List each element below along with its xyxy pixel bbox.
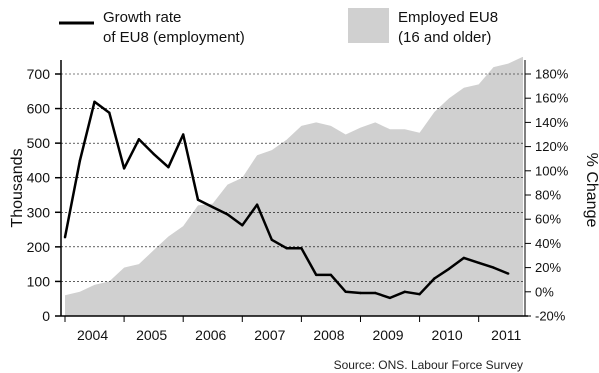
legend-label-employed-line1: Employed EU8	[398, 9, 498, 26]
right-tick-label: 120%	[535, 139, 569, 154]
employed-area	[65, 57, 523, 316]
growth-point	[63, 236, 67, 239]
right-tick-label: 80%	[535, 188, 561, 203]
legend: Growth rate of EU8 (employment) Employed…	[59, 8, 498, 46]
growth-point	[93, 100, 96, 104]
right-tick-label: 20%	[535, 260, 561, 275]
right-tick-label: 60%	[535, 212, 561, 227]
x-tick-label: 2004	[77, 327, 108, 343]
growth-point	[462, 256, 466, 260]
growth-point	[137, 138, 141, 141]
growth-point	[403, 290, 406, 293]
legend-label-growth-line1: Growth rate	[103, 9, 181, 26]
growth-point	[433, 277, 436, 280]
x-tick-label: 2006	[195, 327, 226, 343]
right-tick-label: 140%	[535, 115, 569, 130]
growth-point	[108, 111, 111, 114]
growth-point	[211, 205, 214, 209]
source-note: Source: ONS. Labour Force Survey	[334, 358, 523, 372]
x-tick-label: 2008	[313, 327, 344, 343]
growth-point	[344, 290, 347, 293]
left-tick-label: 300	[27, 204, 51, 220]
left-tick-label: 700	[27, 66, 51, 82]
right-axis-ticks: -20% 0% 20% 40% 60% 80% 100% 120% 140% 160% 180%	[525, 67, 569, 324]
right-tick-label: 100%	[535, 163, 569, 178]
left-tick-label: 500	[27, 135, 51, 151]
x-axis-ticks: 2004 2005 2006 2007 2008 2009 2010 2011	[64, 316, 521, 343]
growth-point	[285, 247, 288, 250]
left-tick-label: 600	[27, 101, 51, 117]
growth-point	[152, 152, 155, 156]
growth-point	[418, 293, 421, 296]
right-tick-label: 180%	[535, 67, 569, 82]
growth-point	[447, 267, 451, 270]
x-tick-label: 2007	[254, 327, 285, 343]
right-tick-label: 160%	[535, 91, 569, 106]
growth-point	[241, 224, 244, 227]
x-tick-label: 2005	[136, 327, 167, 343]
left-tick-label: 100	[27, 273, 51, 289]
growth-point	[270, 238, 273, 241]
left-tick-label: 0	[42, 308, 50, 324]
legend-label-employed-line2: (16 and older)	[398, 29, 491, 46]
left-tick-label: 400	[27, 170, 51, 186]
x-tick-label: 2009	[372, 327, 403, 343]
growth-point	[300, 247, 303, 250]
left-axis-ticks: 0 100 200 300 400 500 600 700	[27, 66, 61, 324]
legend-label-growth-line2: of EU8 (employment)	[103, 29, 245, 46]
growth-rate-points	[63, 100, 510, 300]
x-tick-label: 2010	[432, 327, 463, 343]
right-tick-label: 0%	[535, 284, 554, 299]
growth-point	[477, 261, 480, 264]
growth-point	[329, 273, 333, 277]
x-tick-label: 2011	[491, 327, 521, 343]
growth-point	[226, 213, 229, 216]
legend-area-swatch	[348, 8, 389, 43]
growth-point	[78, 159, 82, 163]
growth-point	[374, 291, 377, 295]
growth-point	[315, 273, 318, 277]
left-tick-label: 200	[27, 239, 51, 255]
y-axis-title-right: % Change	[583, 153, 599, 228]
growth-point	[182, 133, 185, 136]
growth-point	[492, 266, 495, 269]
right-tick-label: 40%	[535, 236, 561, 251]
growth-point	[196, 198, 200, 201]
growth-point	[388, 296, 392, 300]
growth-point	[167, 166, 170, 169]
right-tick-label: -20%	[535, 309, 566, 324]
growth-point	[507, 272, 510, 275]
growth-point	[359, 291, 362, 295]
growth-point	[255, 203, 259, 206]
growth-point	[122, 167, 126, 170]
y-axis-title-left: Thousands	[9, 148, 26, 227]
